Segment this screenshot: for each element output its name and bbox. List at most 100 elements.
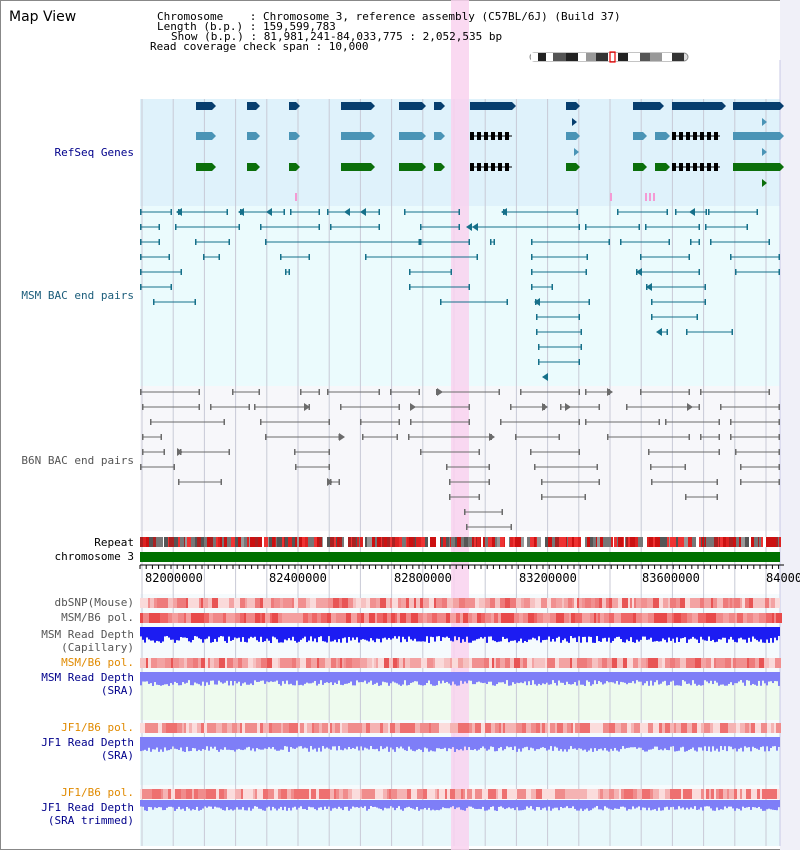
b6n-bac-end <box>449 479 451 485</box>
track-label-jf1-depth-trim[interactable]: JF1 Read Depth <box>41 801 134 814</box>
read-depth-bar <box>202 800 204 809</box>
heat-cell <box>300 658 306 668</box>
gene-exon <box>672 132 676 140</box>
heat-cell <box>573 723 575 733</box>
heat-cell <box>336 658 338 668</box>
b6n-bac-end <box>716 494 718 500</box>
read-depth-bar <box>230 737 232 751</box>
heat-cell <box>221 598 224 608</box>
repeat-element <box>606 537 607 547</box>
heat-cell <box>481 723 483 733</box>
track-label-dbsnp[interactable]: dbSNP(Mouse) <box>54 596 134 609</box>
gene-exon <box>679 163 683 171</box>
read-depth-bar <box>680 800 682 809</box>
heat-cell <box>550 723 555 733</box>
heat-cell <box>322 598 328 608</box>
repeat-element <box>441 537 443 547</box>
track-label-msm-depth-cap[interactable]: MSM Read Depth <box>41 628 134 641</box>
read-depth-bar <box>244 627 246 642</box>
track-label-msm-depth-sra[interactable]: MSM Read Depth <box>41 671 134 684</box>
read-depth-bar <box>424 627 426 642</box>
read-depth-bar <box>586 737 588 752</box>
read-depth-bar <box>244 800 246 811</box>
read-depth-bar <box>360 800 362 807</box>
track-label-msm-b6-pol-2[interactable]: MSM/B6 pol. <box>61 656 134 669</box>
repeat-element <box>745 537 749 547</box>
read-depth-bar <box>642 672 644 686</box>
heat-cell <box>592 789 598 799</box>
heat-cell <box>248 658 253 668</box>
heat-cell <box>632 598 634 608</box>
gene-strand-arrow <box>643 132 647 140</box>
read-depth-bar <box>204 672 206 686</box>
heat-cell <box>542 789 544 799</box>
track-label-refseq[interactable]: RefSeq Genes <box>54 146 134 159</box>
b6n-bac-end <box>500 419 502 425</box>
read-depth-bar <box>460 737 462 750</box>
heat-cell <box>439 723 445 733</box>
read-depth-bar <box>376 737 378 749</box>
read-depth-bar <box>336 672 338 684</box>
read-depth-bar <box>364 800 366 807</box>
read-depth-bar <box>590 800 592 811</box>
heat-cell <box>502 789 507 799</box>
track-label-repeat[interactable]: Repeat <box>94 536 134 549</box>
read-depth-bar <box>596 800 598 807</box>
heat-cell <box>219 658 221 668</box>
read-depth-bar <box>560 737 562 750</box>
heat-cell <box>653 723 659 733</box>
heat-cell <box>759 613 764 623</box>
heat-cell <box>730 598 732 608</box>
heat-cell <box>148 598 150 608</box>
heat-cell <box>505 723 511 733</box>
track-label-msm-b6-pol-1[interactable]: MSM/B6 pol. <box>61 611 134 624</box>
read-depth-bar <box>562 737 564 752</box>
heat-cell <box>151 658 157 668</box>
gene-exon <box>700 163 704 171</box>
read-depth-bar <box>544 737 546 749</box>
read-depth-bar <box>478 672 480 682</box>
read-depth-bar <box>200 627 202 640</box>
read-depth-bar <box>410 737 412 750</box>
read-depth-bar <box>730 627 732 637</box>
read-depth-bar <box>174 800 176 811</box>
read-depth-bar <box>530 627 532 640</box>
read-depth-bar <box>606 672 608 682</box>
msm-bac-end <box>538 359 540 365</box>
gene-exon <box>477 132 481 140</box>
track-label-jf1-b6-pol-1[interactable]: JF1/B6 pol. <box>61 721 134 734</box>
b6n-bac-end <box>585 389 587 395</box>
track-label-b6n-bac[interactable]: B6N BAC end pairs <box>21 454 134 467</box>
heat-cell <box>216 789 219 799</box>
read-depth-bar <box>236 627 238 639</box>
track-label-msm-bac[interactable]: MSM BAC end pairs <box>21 289 134 302</box>
read-depth-bar <box>416 627 418 642</box>
repeat-element <box>168 537 169 547</box>
repeat-element <box>149 537 150 547</box>
heat-cell <box>281 723 283 733</box>
track-label-jf1-depth-sra[interactable]: JF1 Read Depth <box>41 736 134 749</box>
repeat-element <box>213 537 216 547</box>
read-depth-bar <box>572 800 574 807</box>
read-depth-bar <box>640 627 642 640</box>
heat-cell <box>340 658 342 668</box>
read-depth-bar <box>336 627 338 643</box>
track-label-jf1-b6-pol-2[interactable]: JF1/B6 pol. <box>61 786 134 799</box>
heat-cell <box>408 658 410 668</box>
read-depth-bar <box>364 672 366 681</box>
heat-cell <box>420 723 423 733</box>
read-depth-bar <box>608 627 610 638</box>
heat-cell <box>469 658 472 668</box>
repeat-element <box>146 537 149 547</box>
heat-cell <box>697 723 701 733</box>
b6n-bac-end <box>778 449 780 455</box>
read-depth-bar <box>522 672 524 684</box>
read-depth-bar <box>650 737 652 750</box>
read-depth-bar <box>454 627 456 637</box>
b6n-bac-end <box>510 524 512 530</box>
read-depth-bar <box>242 627 244 638</box>
read-depth-bar <box>278 627 280 643</box>
heat-cell <box>452 658 458 668</box>
repeat-element <box>399 537 402 547</box>
